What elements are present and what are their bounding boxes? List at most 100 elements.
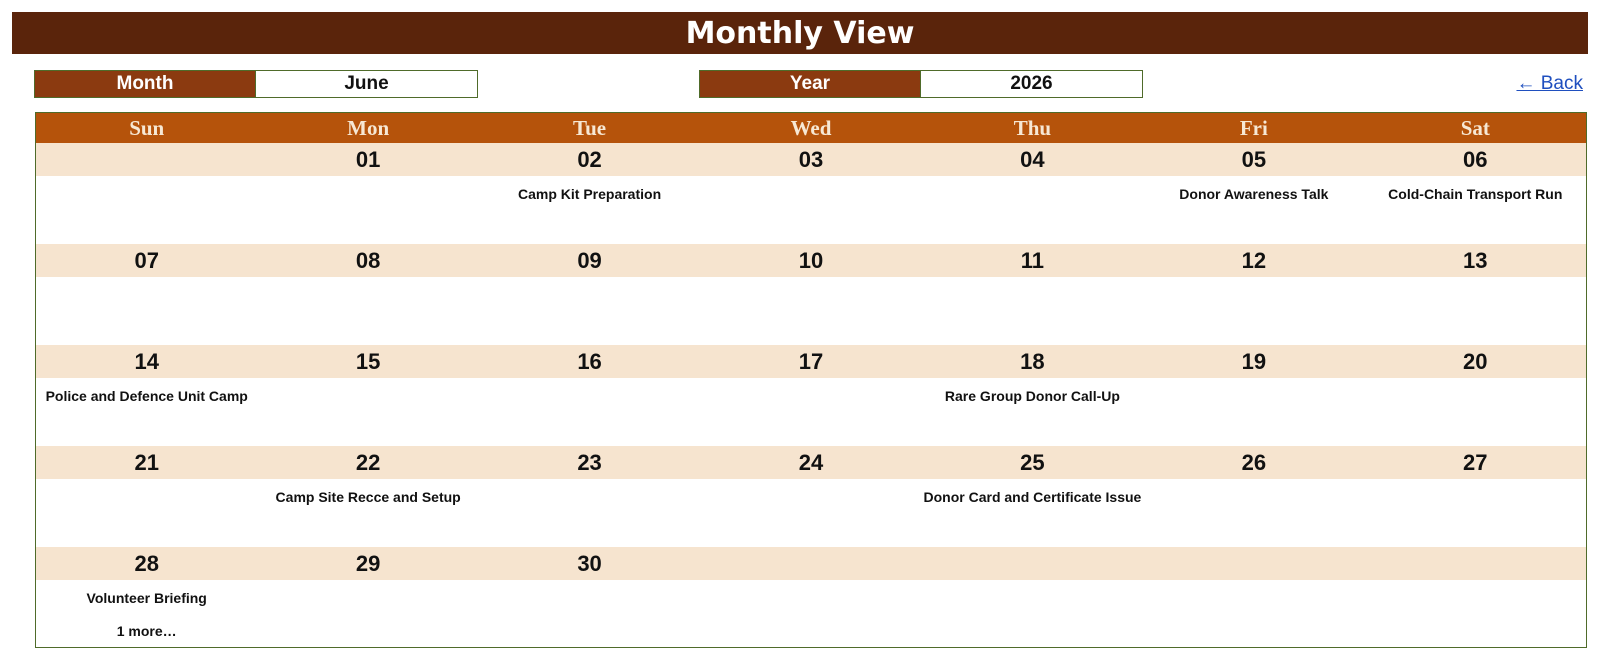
month-value-field[interactable]: June xyxy=(256,70,478,98)
day-number[interactable]: 25 xyxy=(1020,449,1045,475)
event-band: Police and Defence Unit Camp Rare Group D… xyxy=(36,378,1586,446)
day-number[interactable]: 14 xyxy=(134,348,159,374)
calendar-week-row: 07 08 09 10 11 12 13 xyxy=(36,244,1586,345)
day-event-cell xyxy=(257,378,478,446)
month-selector: Month June xyxy=(34,70,478,98)
day-number[interactable]: 01 xyxy=(355,146,381,172)
day-number[interactable]: 20 xyxy=(1463,348,1488,374)
calendar-event[interactable]: Rare Group Donor Call-Up xyxy=(944,388,1120,404)
calendar-event[interactable]: Donor Card and Certificate Issue xyxy=(923,489,1142,505)
day-number[interactable]: 08 xyxy=(355,247,381,273)
day-event-cell: Donor Card and Certificate Issue xyxy=(922,479,1143,547)
calendar-event[interactable]: Volunteer Briefing xyxy=(86,590,207,606)
day-number[interactable]: 06 xyxy=(1463,146,1488,172)
day-number[interactable]: 03 xyxy=(798,146,824,172)
day-number[interactable]: 16 xyxy=(577,348,602,374)
day-number[interactable]: 27 xyxy=(1463,449,1488,475)
day-event-cell xyxy=(700,479,921,547)
day-event-cell: Camp Site Recce and Setup xyxy=(257,479,478,547)
day-number[interactable]: 22 xyxy=(355,449,381,475)
day-number[interactable]: 13 xyxy=(1463,247,1488,273)
day-number xyxy=(700,547,921,580)
calendar-week-row: 14 15 16 17 18 19 20 Police and Defence Unit Ca… xyxy=(36,345,1586,446)
day-event-cell xyxy=(1365,378,1586,446)
day-event-cell xyxy=(257,277,478,345)
calendar-week-row: 01 02 03 04 05 06 Camp Kit Preparation Donor Aw… xyxy=(36,143,1586,244)
day-number xyxy=(1365,547,1586,580)
calendar-event[interactable]: Camp Site Recce and Setup xyxy=(275,489,461,505)
day-event-cell xyxy=(700,176,921,244)
weekday-header-thu: Thu xyxy=(1013,115,1052,140)
day-event-cell: Donor Awareness Talk xyxy=(1143,176,1364,244)
day-number[interactable]: 11 xyxy=(1020,247,1045,273)
event-band: Camp Site Recce and Setup Donor Card and … xyxy=(36,479,1586,547)
day-number xyxy=(922,547,1143,580)
day-event-cell xyxy=(36,176,257,244)
page-title-bar: Monthly View xyxy=(12,12,1588,54)
day-number[interactable]: 12 xyxy=(1241,247,1267,273)
calendar-week-row: 28 29 30 Volunteer Briefing 1 more… xyxy=(36,547,1586,648)
day-event-cell: Cold-Chain Transport Run xyxy=(1365,176,1586,244)
day-number[interactable]: 05 xyxy=(1241,146,1267,172)
day-event-cell xyxy=(1365,277,1586,345)
day-number xyxy=(1143,547,1364,580)
weekday-header-sat: Sat xyxy=(1460,115,1490,140)
day-event-cell xyxy=(36,277,257,345)
event-band xyxy=(36,277,1586,345)
weekday-header-wed: Wed xyxy=(790,115,832,140)
day-number[interactable]: 10 xyxy=(798,247,824,273)
day-event-cell xyxy=(700,580,921,648)
day-event-cell xyxy=(700,277,921,345)
day-number xyxy=(36,143,257,176)
day-number[interactable]: 23 xyxy=(577,449,602,475)
calendar-event[interactable]: Police and Defence Unit Camp xyxy=(45,388,248,404)
day-event-cell xyxy=(1365,479,1586,547)
day-event-cell xyxy=(1143,580,1364,648)
day-number[interactable]: 15 xyxy=(355,348,381,374)
year-label: Year xyxy=(699,70,921,98)
month-label: Month xyxy=(34,70,256,98)
weekday-header-mon: Mon xyxy=(347,115,390,140)
day-number[interactable]: 09 xyxy=(577,247,602,273)
day-number[interactable]: 02 xyxy=(577,146,602,172)
day-number[interactable]: 18 xyxy=(1020,348,1045,374)
day-event-cell xyxy=(922,277,1143,345)
day-event-cell xyxy=(257,580,478,648)
day-number[interactable]: 24 xyxy=(798,449,824,475)
day-number[interactable]: 04 xyxy=(1020,146,1045,172)
calendar-event[interactable]: Cold-Chain Transport Run xyxy=(1388,186,1563,202)
event-band: Camp Kit Preparation Donor Awareness Talk… xyxy=(36,176,1586,244)
day-event-cell: Volunteer Briefing 1 more… xyxy=(36,580,257,648)
day-number[interactable]: 19 xyxy=(1241,348,1267,374)
day-number[interactable]: 07 xyxy=(134,247,159,273)
day-event-cell xyxy=(479,479,700,547)
day-number-band: 21 22 23 24 25 26 27 xyxy=(36,446,1586,479)
calendar-event[interactable]: Camp Kit Preparation xyxy=(517,186,662,202)
day-event-cell: Camp Kit Preparation xyxy=(479,176,700,244)
month-calendar-grid: Sun Mon Tue Wed Thu Fri Sat 01 02 03 04 05 06 Camp K… xyxy=(35,112,1587,648)
day-event-cell xyxy=(257,176,478,244)
day-event-cell xyxy=(479,580,700,648)
day-event-cell xyxy=(1143,479,1364,547)
day-event-cell xyxy=(700,378,921,446)
day-event-cell xyxy=(479,277,700,345)
day-number[interactable]: 21 xyxy=(134,449,159,475)
day-event-cell xyxy=(1365,580,1586,648)
day-event-cell: Rare Group Donor Call-Up xyxy=(922,378,1143,446)
day-number-band: 28 29 30 xyxy=(36,547,1586,580)
event-band: Volunteer Briefing 1 more… xyxy=(36,580,1586,648)
day-number[interactable]: 30 xyxy=(577,550,602,576)
weekday-header-fri: Fri xyxy=(1239,115,1268,140)
year-value-field[interactable]: 2026 xyxy=(921,70,1143,98)
back-link[interactable]: ← Back xyxy=(1516,73,1583,94)
day-event-cell xyxy=(922,176,1143,244)
day-event-cell xyxy=(36,479,257,547)
calendar-event[interactable]: Donor Awareness Talk xyxy=(1179,186,1329,202)
more-events-link[interactable]: 1 more… xyxy=(116,623,177,639)
day-number[interactable]: 28 xyxy=(134,550,159,576)
day-number-band: 07 08 09 10 11 12 13 xyxy=(36,244,1586,277)
day-number[interactable]: 17 xyxy=(798,348,824,374)
day-number[interactable]: 26 xyxy=(1241,449,1267,475)
day-number[interactable]: 29 xyxy=(355,550,381,576)
day-event-cell xyxy=(1143,277,1364,345)
